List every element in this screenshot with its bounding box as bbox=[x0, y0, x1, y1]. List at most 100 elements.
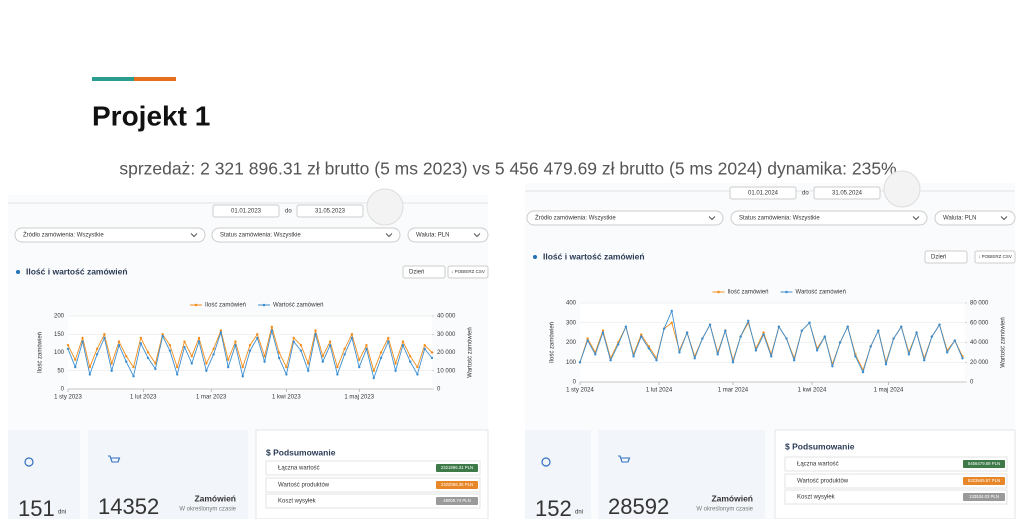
summary-badge bbox=[963, 477, 1005, 485]
series-point bbox=[777, 325, 781, 328]
nav-button[interactable] bbox=[883, 170, 921, 208]
series-point bbox=[146, 356, 150, 360]
series-point bbox=[248, 349, 252, 352]
series-point bbox=[139, 342, 142, 345]
date-from[interactable] bbox=[729, 186, 797, 200]
series-point bbox=[74, 358, 77, 361]
series-point bbox=[884, 363, 888, 366]
series-point bbox=[838, 341, 842, 344]
summary-row bbox=[784, 489, 1008, 505]
date-to[interactable] bbox=[296, 204, 364, 218]
days-unit: dni bbox=[58, 510, 66, 516]
series-point bbox=[408, 360, 412, 363]
series-point bbox=[197, 340, 201, 343]
days-value: 152 bbox=[535, 496, 572, 519]
series-point bbox=[183, 345, 186, 349]
series-point bbox=[190, 362, 193, 365]
series-point bbox=[292, 340, 295, 343]
series-point bbox=[892, 337, 895, 340]
summary-label: Łączna wartość bbox=[797, 462, 839, 468]
orders-label: Zamówień bbox=[194, 493, 236, 503]
slide-title: Projekt 1 bbox=[92, 100, 210, 131]
series-point bbox=[701, 337, 704, 340]
period-select[interactable] bbox=[402, 265, 446, 279]
summary-badge bbox=[436, 464, 478, 472]
csv-text: ↓ POBIERZ CSV bbox=[451, 269, 485, 274]
series-point bbox=[285, 365, 288, 369]
dropdown[interactable] bbox=[211, 227, 401, 243]
series-point bbox=[372, 369, 375, 372]
summary-row bbox=[265, 477, 481, 493]
series-point bbox=[915, 331, 918, 334]
clock-icon bbox=[541, 457, 551, 467]
summary-label: Łączna wartość bbox=[278, 466, 320, 472]
series-point bbox=[219, 331, 223, 334]
series-point bbox=[578, 361, 582, 364]
x-tick-label: 1 lut 2024 bbox=[646, 388, 673, 394]
date-to-text: 31.05.2023 bbox=[315, 209, 346, 215]
y2-tick-label: 40 000 bbox=[970, 340, 989, 346]
y-tick-label: 0 bbox=[61, 387, 65, 393]
series-point bbox=[647, 347, 651, 350]
series-point bbox=[183, 340, 186, 343]
summary-value: 2321896.31 PLN bbox=[441, 465, 473, 470]
series-point bbox=[662, 327, 666, 330]
series-point bbox=[685, 331, 689, 334]
series-point bbox=[168, 349, 172, 352]
days-value: 151 bbox=[18, 496, 55, 519]
y2-tick-label: 0 bbox=[970, 380, 974, 386]
y-tick-label: 400 bbox=[566, 301, 577, 307]
series-point bbox=[66, 344, 70, 347]
summary-badge bbox=[963, 493, 1005, 501]
series-point bbox=[74, 365, 77, 369]
days-unit: dni bbox=[575, 510, 583, 516]
series-point bbox=[125, 354, 128, 358]
series-point bbox=[95, 353, 99, 356]
series-point bbox=[176, 365, 179, 369]
series-point bbox=[617, 343, 620, 346]
series-point bbox=[670, 321, 673, 324]
series-point bbox=[358, 358, 361, 361]
dropdown-caret bbox=[473, 233, 481, 238]
dropdown-caret bbox=[912, 216, 920, 221]
legend-label: Wartość zamówień bbox=[273, 303, 323, 309]
accent-teal bbox=[92, 77, 134, 81]
series-point bbox=[358, 365, 361, 369]
series-point bbox=[234, 340, 237, 343]
dropdown[interactable] bbox=[730, 210, 928, 226]
date-from[interactable] bbox=[212, 204, 280, 218]
clock-icon bbox=[24, 457, 34, 467]
series-point bbox=[234, 344, 237, 347]
dashboard-panel: 01.01.2024 do 31.05.2024 Źródło zamówienia:… bbox=[525, 170, 1016, 519]
cart-icon bbox=[108, 455, 121, 463]
summary-badge bbox=[436, 481, 478, 489]
series-point bbox=[907, 353, 911, 356]
orders-value: 14352 bbox=[98, 494, 159, 519]
period-select[interactable] bbox=[924, 250, 968, 264]
csv-button[interactable] bbox=[974, 250, 1016, 264]
series-point bbox=[408, 354, 412, 358]
series-point bbox=[168, 344, 172, 347]
series-point bbox=[256, 336, 259, 340]
csv-button[interactable] bbox=[447, 265, 489, 279]
series-point bbox=[350, 333, 354, 336]
nav-button[interactable] bbox=[366, 188, 404, 226]
date-to[interactable] bbox=[813, 186, 881, 200]
y-tick-label: 200 bbox=[54, 314, 65, 320]
dropdown[interactable] bbox=[407, 227, 489, 243]
series-point bbox=[900, 325, 903, 328]
dropdown[interactable] bbox=[934, 210, 1016, 226]
series-point bbox=[263, 360, 266, 363]
series-point bbox=[161, 334, 164, 338]
series-point bbox=[639, 333, 643, 336]
y-tick-label: 100 bbox=[54, 350, 65, 356]
series-point bbox=[277, 356, 281, 360]
series-point bbox=[861, 370, 865, 374]
series-point bbox=[226, 358, 230, 361]
series-point bbox=[277, 351, 281, 354]
series-point bbox=[103, 333, 106, 336]
series-point bbox=[336, 365, 339, 369]
dropdown[interactable] bbox=[526, 210, 724, 226]
dropdown[interactable] bbox=[14, 227, 206, 243]
